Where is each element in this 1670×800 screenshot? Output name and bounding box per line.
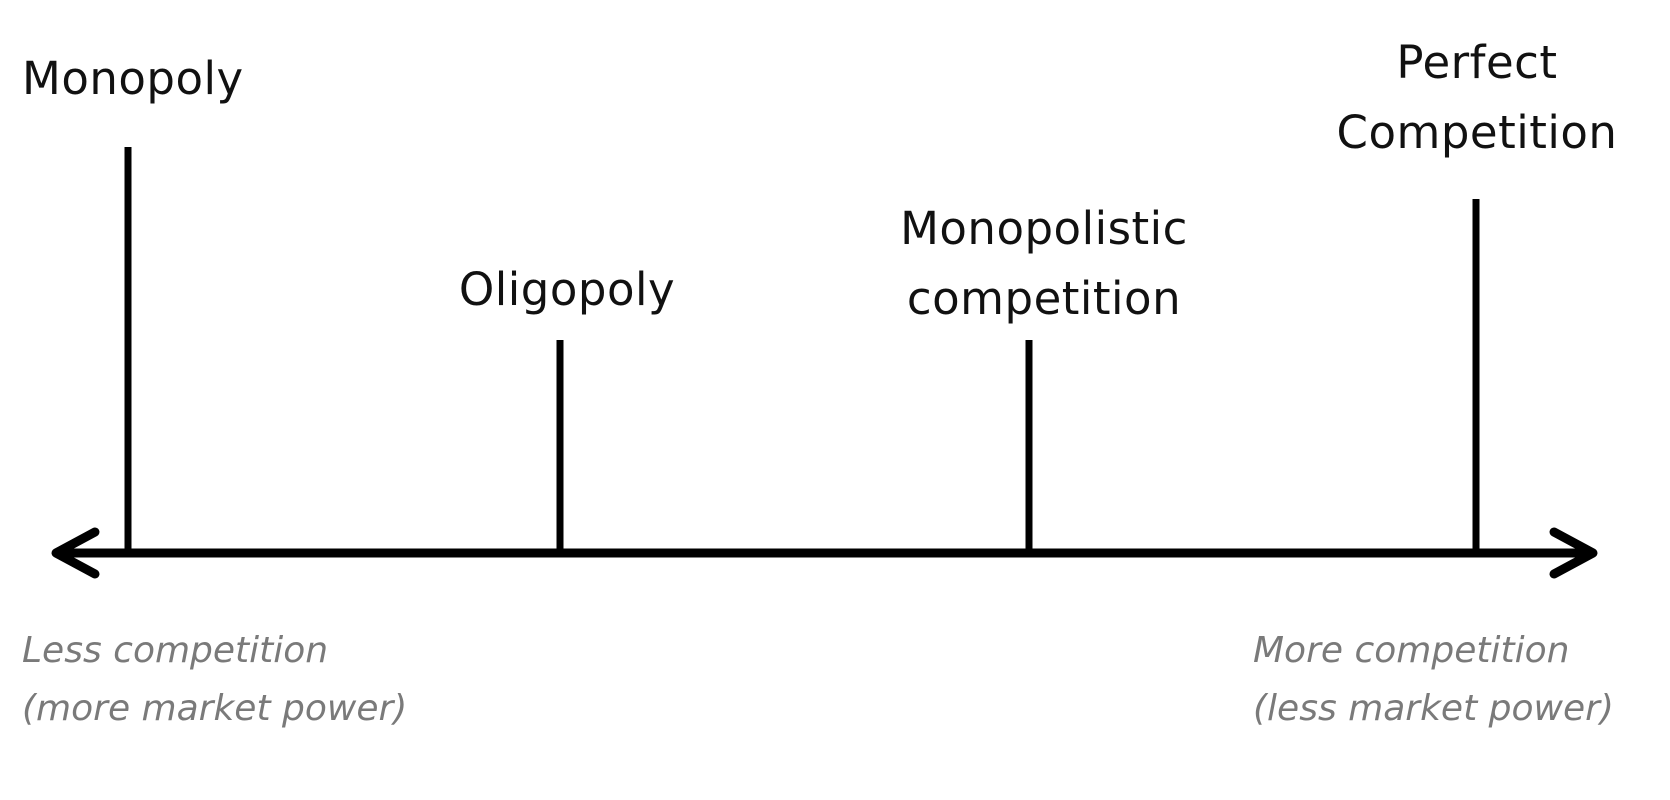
right-end-note-line-1: More competition <box>1253 630 1570 671</box>
right-arrowhead <box>1549 527 1598 579</box>
monopoly-label-line: Monopoly <box>22 52 244 105</box>
right-end-note: More competition (less market power) <box>1253 622 1614 738</box>
right-end-note-line-2: (less market power) <box>1253 688 1614 729</box>
left-end-note: Less competition (more market power) <box>22 622 407 738</box>
oligopoly-label-line: Oligopoly <box>458 263 676 316</box>
monopolistic-competition-label-line-2: competition <box>906 272 1182 325</box>
perfect-competition-label-line-1: Perfect <box>1396 36 1558 89</box>
perfect-competition-label: Perfect Competition <box>1337 28 1618 168</box>
monopolistic-competition-label-line-1: Monopolistic <box>900 202 1188 255</box>
monopolistic-competition-label: Monopolistic competition <box>900 194 1188 334</box>
left-arrowhead <box>51 527 100 579</box>
perfect-competition-label-line-2: Competition <box>1336 106 1618 159</box>
left-end-note-line-2: (more market power) <box>22 688 408 729</box>
monopoly-label: Monopoly <box>22 44 244 114</box>
oligopoly-label: Oligopoly <box>459 255 675 325</box>
left-end-note-line-1: Less competition <box>22 630 329 671</box>
